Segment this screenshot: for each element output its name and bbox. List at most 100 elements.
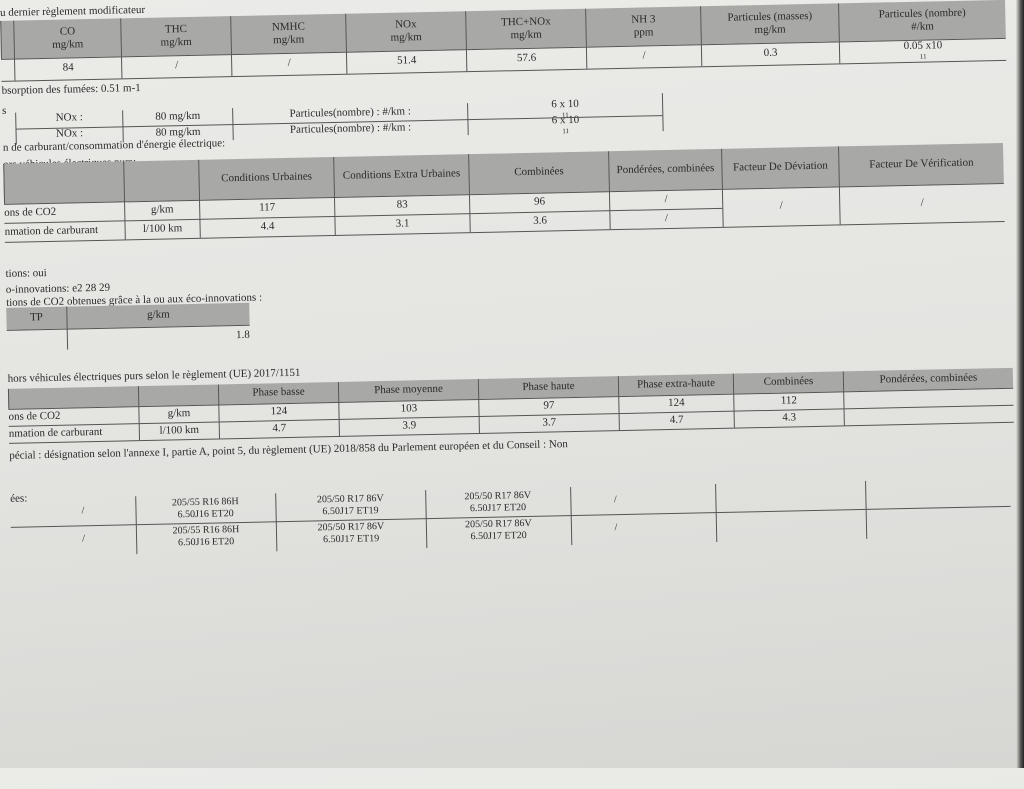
cell-text: Particules (masses) bbox=[727, 9, 813, 24]
cell-text: ons de CO2 bbox=[8, 409, 61, 423]
deviation-cell: / bbox=[721, 186, 840, 227]
emissions-table: CO mg/km 84 THC mg/km / NMHC mg/km / NOx mg/km 51.4… bbox=[0, 0, 1024, 82]
cell-text: CO bbox=[59, 25, 76, 38]
cell-text: g/km bbox=[150, 203, 174, 216]
header-cell: CO mg/km bbox=[13, 18, 121, 59]
cell-text: 3.1 bbox=[395, 217, 410, 230]
cell-text: l/100 km bbox=[159, 423, 200, 437]
cell-text: 80 mg/km bbox=[155, 110, 201, 124]
row-label: nmation de carburant bbox=[4, 220, 124, 242]
cell-text: / bbox=[664, 192, 668, 205]
value-cell: / bbox=[585, 44, 702, 69]
value-cell: / bbox=[230, 51, 347, 77]
cell-text: 112 bbox=[780, 394, 798, 407]
unit-cell: g/km bbox=[124, 199, 200, 221]
tyre-cell: / bbox=[571, 513, 662, 543]
cell-text: Phase haute bbox=[522, 380, 575, 394]
cell-text: 4.7 bbox=[669, 413, 684, 426]
cell-text: / bbox=[779, 200, 783, 213]
cell-text: Pondérées, combinées bbox=[616, 162, 715, 177]
header-cell: NOx mg/km bbox=[345, 11, 466, 52]
cell-text: Phase extra-haute bbox=[636, 377, 716, 392]
unit-text: mg/km bbox=[754, 23, 786, 37]
cell-text: TP bbox=[29, 311, 43, 324]
cell-text: / bbox=[614, 522, 618, 534]
cell-text: Particules (nombre) bbox=[878, 6, 966, 21]
tyre-cell: 205/50 R17 86V 6.50J17 ET19 bbox=[276, 518, 427, 549]
cell-text: NMHC bbox=[271, 20, 306, 34]
cell-text: NH 3 bbox=[631, 13, 656, 26]
cell-text: 4.4 bbox=[260, 220, 275, 233]
header-cell: Particules (masses) mg/km bbox=[700, 3, 839, 45]
eco-innovations: tions: oui bbox=[5, 267, 47, 280]
value-cell: 0.3 bbox=[700, 41, 840, 67]
unit-text: ppm bbox=[633, 26, 654, 39]
cell-text: Combinées bbox=[763, 375, 814, 389]
cell-text: THC bbox=[164, 22, 188, 36]
cell-text: 124 bbox=[270, 404, 288, 418]
cell-text: 0.3 bbox=[763, 47, 778, 60]
cell-text: Phase moyenne bbox=[374, 383, 444, 397]
rule-line bbox=[661, 93, 664, 132]
cell-text: 3.7 bbox=[542, 416, 557, 429]
cell-text: Combinées bbox=[514, 165, 564, 179]
cell-text: 103 bbox=[400, 402, 418, 415]
header-cell: Phase extra-haute bbox=[617, 373, 734, 397]
tyre-cell: 205/50 R17 86V 6.50J17 ET20 bbox=[425, 487, 571, 518]
tyre-cell: 205/55 R16 86H 6.50J16 ET20 bbox=[135, 493, 276, 524]
unit-text: mg/km bbox=[160, 35, 192, 49]
rule-line bbox=[865, 480, 868, 539]
limits-label: s bbox=[1, 104, 7, 117]
header-cell: THC mg/km bbox=[120, 16, 231, 57]
header-cell: TP bbox=[6, 306, 67, 330]
value-cell: 51.4 bbox=[345, 49, 467, 74]
header-cell: Pondérées, combinées bbox=[608, 148, 722, 192]
cell-text: Particules(nombre) : #/km : bbox=[289, 105, 411, 121]
cell-text: ons de CO2 bbox=[4, 205, 57, 219]
unit-text: mg/km bbox=[390, 31, 422, 44]
cell-text: 4.7 bbox=[272, 421, 287, 435]
tyre-cell: / bbox=[30, 496, 136, 526]
unit-cell: g/km bbox=[138, 404, 219, 424]
cell-text: Pondérées, combinées bbox=[879, 371, 978, 387]
cell-text: 205/50 R17 86V 6.50J17 ET20 bbox=[464, 517, 532, 543]
exponent: 11 bbox=[919, 52, 927, 62]
header-cell bbox=[123, 159, 200, 202]
cell-text: / bbox=[920, 197, 924, 210]
cell-text: / bbox=[81, 505, 85, 517]
cell-text: 57.6 bbox=[516, 52, 537, 65]
header-cell: NH 3 ppm bbox=[585, 6, 701, 47]
tyre-cell: / bbox=[570, 485, 661, 515]
cell-text: 96 bbox=[533, 195, 546, 208]
tyre-cell: 205/50 R17 86V 6.50J17 ET19 bbox=[275, 490, 426, 521]
header-cell: Combinées bbox=[468, 151, 609, 195]
unit-cell: l/100 km bbox=[124, 218, 200, 240]
header-cell: Facteur De Vérification bbox=[838, 142, 1004, 187]
header-cell: THC+NOx mg/km bbox=[465, 8, 586, 50]
cell-text: 205/50 R17 86V 6.50J17 ET20 bbox=[464, 489, 532, 515]
cell-text: / bbox=[664, 211, 669, 224]
cell-text: Particules(nombre) : #/km : bbox=[289, 121, 412, 137]
unit-text: #/km bbox=[911, 20, 934, 33]
rule-line bbox=[715, 484, 718, 543]
tyre-cell: / bbox=[31, 524, 137, 554]
cell-text: 117 bbox=[259, 201, 276, 214]
header-cell: Phase basse bbox=[217, 381, 339, 405]
value-cell: / bbox=[608, 188, 723, 211]
header-cell: Conditions Extra Urbaines bbox=[333, 154, 469, 197]
cell-text: NOx : bbox=[55, 111, 83, 124]
cell-text: 205/50 R17 86V 6.50J17 ET19 bbox=[316, 493, 384, 518]
cell-text: 1.8 bbox=[235, 328, 250, 341]
cell-text: 0.05 x10 bbox=[903, 39, 943, 53]
header-cell bbox=[7, 386, 139, 409]
cell-text: Conditions Extra Urbaines bbox=[342, 167, 461, 183]
header-cell bbox=[137, 384, 219, 407]
tyres-label: ées: bbox=[10, 492, 28, 505]
value-cell: / bbox=[609, 207, 723, 230]
cell-text: Facteur De Déviation bbox=[732, 160, 828, 175]
cell-text: NOx bbox=[395, 18, 417, 31]
header-cell: Combinées bbox=[732, 371, 844, 394]
cell-text: / bbox=[613, 494, 617, 506]
header-cell bbox=[3, 161, 125, 204]
header-cell: Facteur De Déviation bbox=[721, 146, 839, 189]
